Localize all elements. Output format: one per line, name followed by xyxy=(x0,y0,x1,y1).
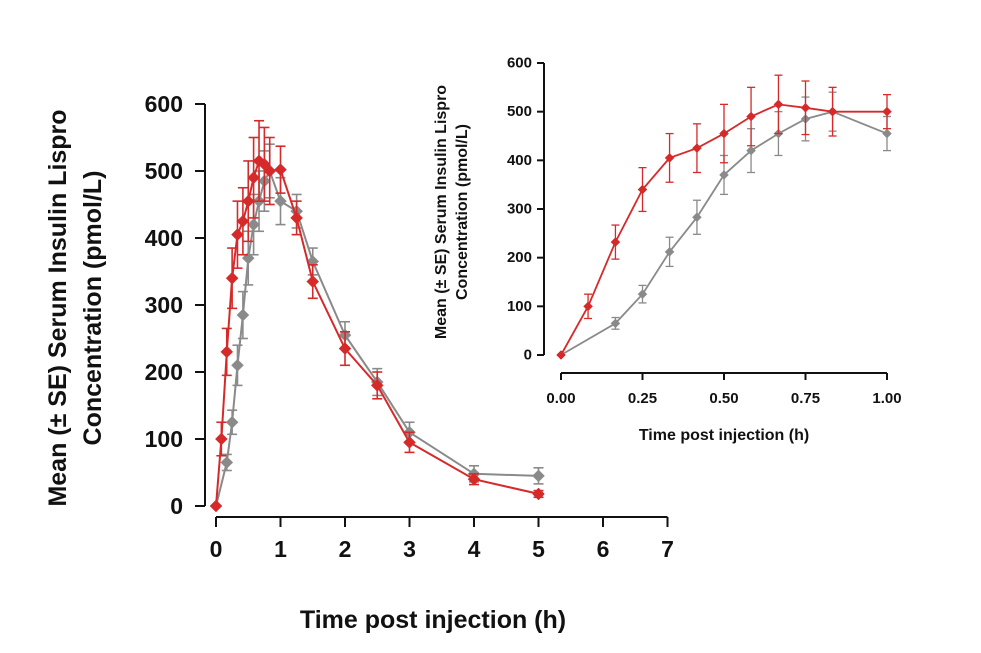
main-x-tick-label: 0 xyxy=(210,536,223,562)
main-data-point xyxy=(403,435,416,449)
inset-data-point xyxy=(692,143,702,154)
main-data-point xyxy=(214,432,228,446)
main-y-tick-label: 500 xyxy=(145,158,183,184)
main-data-point xyxy=(370,379,384,392)
inset-x-tick-label: 0.75 xyxy=(791,390,820,407)
inset-data-point xyxy=(637,184,648,195)
inset-y-tick-label: 500 xyxy=(507,103,532,120)
main-data-point xyxy=(247,171,260,185)
inset-series-line xyxy=(560,103,887,356)
main-data-point xyxy=(225,415,239,429)
main-data-point xyxy=(263,164,277,178)
main-y-tick-label: 400 xyxy=(145,225,183,251)
main-y-axis-label-line2: Concentration (pmol/L) xyxy=(79,171,107,446)
main-data-point xyxy=(209,499,223,513)
inset-chart: 0 100 200 300 400 500 600 0.00 0.25 0.50 0.75 1.00 T… xyxy=(433,55,902,445)
main-data-point xyxy=(247,218,260,231)
inset-x-tick-label: 0.50 xyxy=(709,390,738,407)
main-y-tick-label: 200 xyxy=(145,359,183,385)
inset-data-point xyxy=(610,237,621,247)
main-series-line xyxy=(215,159,539,507)
inset-data-point xyxy=(664,153,675,163)
inset-data-point xyxy=(637,289,648,300)
inset-data-point xyxy=(773,99,784,110)
inset-data-point xyxy=(692,212,702,223)
main-data-point xyxy=(231,228,244,242)
inset-data-point xyxy=(583,301,593,312)
main-data-point xyxy=(338,342,352,355)
main-y-tick-label: 600 xyxy=(145,91,183,117)
main-series-grey xyxy=(209,143,545,513)
inset-y-axis-label-line2: Concentration (pmol/L) xyxy=(454,124,471,300)
main-data-point xyxy=(290,211,303,225)
main-x-tick-label: 3 xyxy=(403,536,416,562)
inset-data-point xyxy=(882,128,892,139)
inset-y-tick-label: 100 xyxy=(507,298,532,315)
inset-data-point xyxy=(746,111,756,122)
main-x-tick-label: 4 xyxy=(468,536,481,562)
inset-data-point xyxy=(719,128,729,139)
inset-data-point xyxy=(800,102,811,113)
main-x-tick-label: 2 xyxy=(339,536,352,562)
main-data-point xyxy=(236,308,250,322)
main-data-point xyxy=(231,358,244,372)
main-data-point xyxy=(241,251,255,265)
main-x-axis-label: Time post injection (h) xyxy=(300,606,566,634)
inset-x-tick-label: 1.00 xyxy=(872,390,901,407)
inset-data-point xyxy=(746,145,756,156)
inset-y-tick-label: 200 xyxy=(507,249,532,266)
inset-data-point xyxy=(827,106,838,117)
main-y-tick-label: 300 xyxy=(145,292,183,318)
inset-y-tick-label: 0 xyxy=(524,347,532,364)
inset-x-tick-label: 0.25 xyxy=(628,390,657,407)
main-chart: 0 100 200 300 400 500 600 0 1 2 3 4 5 6 7 Time post inj… xyxy=(44,91,674,634)
main-data-point xyxy=(467,472,481,486)
main-y-tick-label: 100 xyxy=(145,426,183,452)
inset-series-red xyxy=(556,74,892,360)
inset-data-point xyxy=(556,350,566,360)
main-x-tick-label: 7 xyxy=(661,536,674,562)
main-data-point xyxy=(241,194,255,208)
main-data-point xyxy=(306,275,320,288)
main-data-point xyxy=(274,194,287,208)
main-series-line xyxy=(215,168,539,507)
main-x-tick-label: 6 xyxy=(597,536,610,562)
main-x-tick-label: 5 xyxy=(532,536,545,562)
inset-x-tick-label: 0.00 xyxy=(546,390,575,407)
main-data-point xyxy=(532,469,545,483)
main-data-point xyxy=(236,214,250,228)
inset-y-tick-label: 300 xyxy=(507,201,532,218)
main-data-point xyxy=(220,345,234,359)
main-data-point xyxy=(220,456,234,469)
inset-x-axis-label: Time post injection (h) xyxy=(639,427,809,444)
inset-data-point xyxy=(882,106,892,117)
main-y-tick-label: 0 xyxy=(170,493,183,519)
inset-data-point xyxy=(719,170,729,180)
main-data-point xyxy=(225,271,239,285)
main-data-point xyxy=(274,163,287,177)
inset-data-point xyxy=(610,318,621,329)
main-data-point xyxy=(532,487,545,501)
main-x-tick-label: 1 xyxy=(274,536,287,562)
inset-y-axis-label-line1: Mean (± SE) Serum Insulin Lispro xyxy=(433,85,450,339)
inset-y-tick-label: 600 xyxy=(507,55,532,72)
main-series-red xyxy=(209,119,545,513)
main-y-axis-label-line1: Mean (± SE) Serum Insulin Lispro xyxy=(44,109,72,506)
inset-data-point xyxy=(664,246,675,257)
inset-y-tick-label: 400 xyxy=(507,152,532,169)
